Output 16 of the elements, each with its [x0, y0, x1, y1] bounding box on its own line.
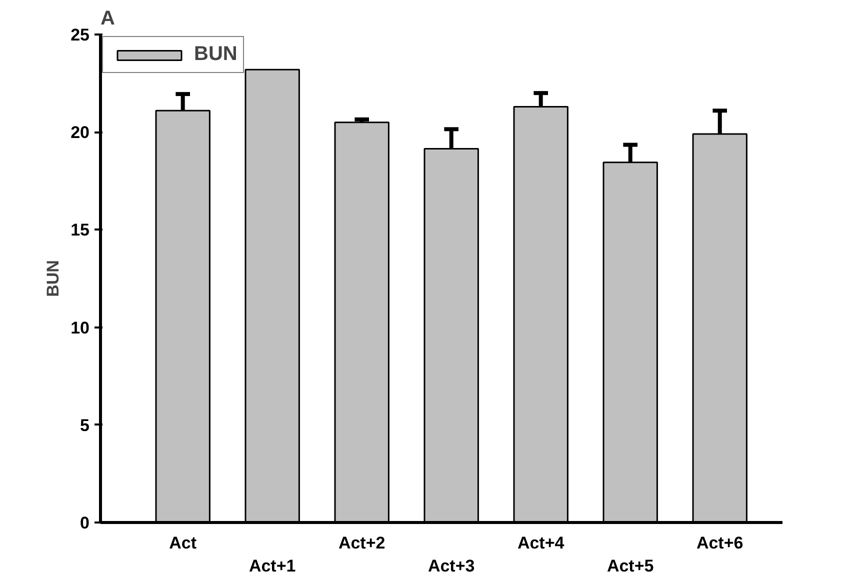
x-tick-label: Act+4 — [517, 534, 565, 552]
x-tick-label: Act+3 — [428, 556, 475, 576]
y-axis-title: BUN — [44, 260, 63, 297]
legend-label: BUN — [194, 43, 238, 66]
x-tick-label: Act+5 — [606, 556, 654, 576]
y-tick-label: 10 — [70, 318, 90, 338]
y-tick-label: 5 — [80, 416, 90, 435]
chart-title: A — [100, 8, 115, 30]
y-tick-label: 0 — [80, 514, 90, 532]
x-tick-label: Act+2 — [338, 534, 386, 552]
x-tick-label: Act+6 — [696, 534, 744, 552]
x-tick-label: Act — [169, 534, 197, 552]
y-tick-label: 20 — [70, 123, 90, 142]
x-tick-label: Act+1 — [248, 556, 296, 576]
y-tick-label: 15 — [70, 220, 90, 240]
y-tick-label: 25 — [70, 26, 90, 44]
